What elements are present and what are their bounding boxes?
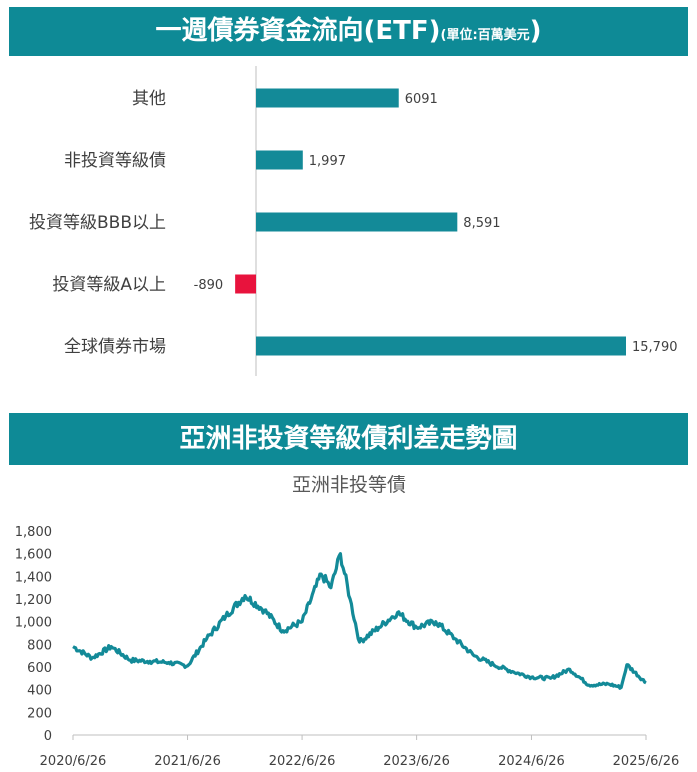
spread-trend-title: 亞洲非投資等級債利差走勢圖 <box>179 424 518 454</box>
y-tick-label-1: 200 <box>27 706 52 721</box>
value-label-2: 8,591 <box>463 216 500 231</box>
x-tick-label-0: 2020/6/26 <box>40 754 107 769</box>
x-tick-label-3: 2023/6/26 <box>383 754 450 769</box>
bar-4 <box>256 336 626 356</box>
value-label-4: 15,790 <box>632 340 678 355</box>
y-tick-label-2: 400 <box>27 684 52 699</box>
category-label-1: 非投資等級債 <box>64 151 166 171</box>
y-tick-label-5: 1,000 <box>15 616 52 631</box>
value-label-3: -890 <box>194 278 224 293</box>
bar-0 <box>256 88 399 108</box>
y-tick-label-4: 800 <box>27 638 52 653</box>
x-tick-label-1: 2021/6/26 <box>154 754 221 769</box>
y-tick-label-0: 0 <box>44 729 52 744</box>
y-tick-label-7: 1,400 <box>15 570 52 585</box>
bar-2 <box>256 212 458 232</box>
spread-trend-banner: 亞洲非投資等級債利差走勢圖 <box>9 413 688 465</box>
y-tick-label-8: 1,600 <box>15 548 52 563</box>
fund-flow-unit: (單位:百萬美元 <box>440 28 530 43</box>
y-tick-label-6: 1,200 <box>15 593 52 608</box>
x-tick-label-5: 2025/6/26 <box>613 754 680 769</box>
value-label-0: 6091 <box>405 92 438 107</box>
category-label-2: 投資等級BBB以上 <box>29 213 166 233</box>
fund-flow-bar-chart: 其他 6091 非投資等級債 1,997 投資等級BBB以上 8,591 投資等級A以上 -8… <box>29 66 678 376</box>
y-tick-label-9: 1,800 <box>15 525 52 540</box>
x-tick-label-2: 2022/6/26 <box>269 754 336 769</box>
value-label-1: 1,997 <box>309 154 346 169</box>
bar-1 <box>256 150 303 170</box>
category-label-3: 投資等級A以上 <box>52 275 166 295</box>
y-tick-label-3: 600 <box>27 661 52 676</box>
line-chart-title: 亞洲非投等債 <box>292 474 406 496</box>
spread-line-chart: 亞洲非投等債 0 200 400 600 800 1,000 1,200 1,400 1,600 1… <box>15 474 680 769</box>
fund-flow-banner: 一週債券資金流向(ETF)(單位:百萬美元) <box>9 7 688 56</box>
spread-series-line <box>72 552 647 690</box>
category-label-0: 其他 <box>132 89 166 109</box>
bar-3 <box>235 274 256 294</box>
x-tick-label-4: 2024/6/26 <box>498 754 565 769</box>
fund-flow-title: 一週債券資金流向(ETF) <box>155 16 441 46</box>
fund-flow-title-close: ) <box>529 16 542 46</box>
category-label-4: 全球債券市場 <box>64 337 166 357</box>
